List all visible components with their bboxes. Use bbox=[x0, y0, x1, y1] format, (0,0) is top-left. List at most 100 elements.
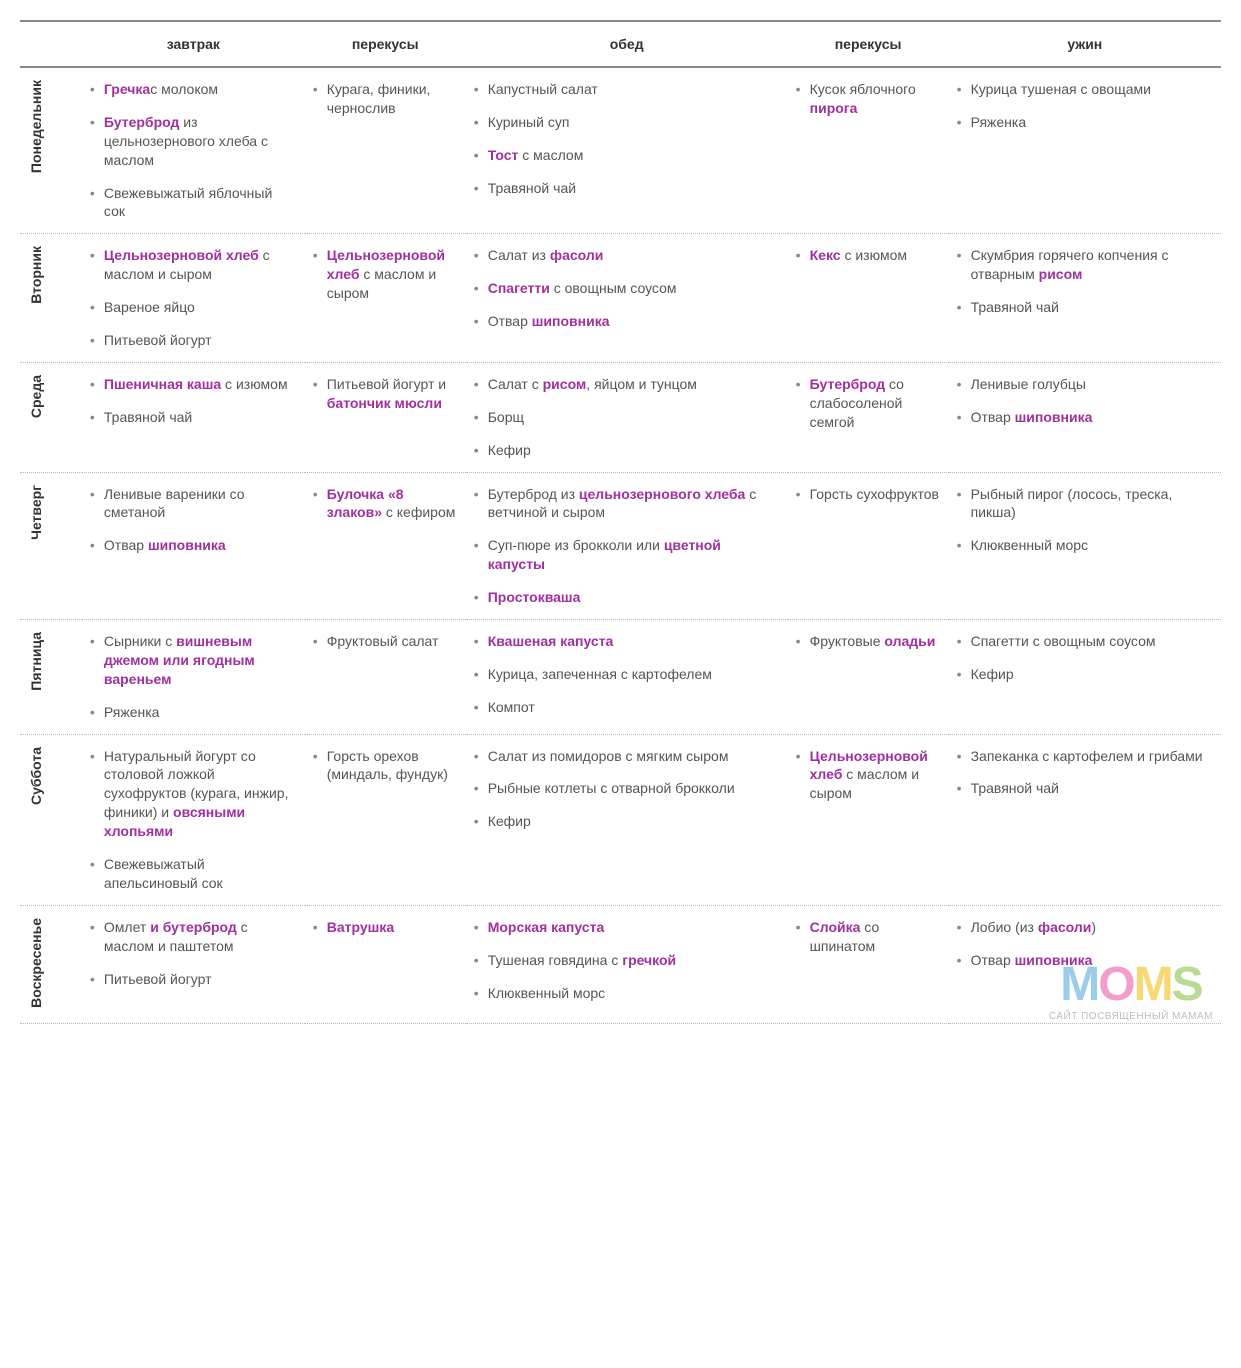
table-header: завтрак перекусы обед перекусы ужин bbox=[20, 21, 1221, 67]
meal-cell: Лобио (из фасоли)Отвар шиповника bbox=[949, 905, 1221, 1023]
food-item: Травяной чай bbox=[957, 779, 1213, 798]
food-list: Спагетти с овощным соусом Кефир bbox=[957, 632, 1213, 684]
table-row: ВторникЦельнозерновой хлеб с маслом и сы… bbox=[20, 234, 1221, 363]
food-list: Квашеная капустаКурица, запеченная с кар… bbox=[474, 632, 780, 717]
food-list: Омлет и бутерброд с маслом и паштетомПит… bbox=[90, 918, 297, 989]
food-item: Курица, запеченная с картофелем bbox=[474, 665, 780, 684]
highlight-text: гречкой bbox=[622, 952, 676, 968]
highlight-text: шиповника bbox=[148, 537, 226, 553]
highlight-text: цельнозернового хлеба bbox=[579, 486, 745, 502]
table-row: Воскресенье Омлет и бутерброд с маслом и … bbox=[20, 905, 1221, 1023]
food-list: Гречкас молокомБутерброд из цельнозернов… bbox=[90, 80, 297, 221]
day-name-cell: Понедельник bbox=[20, 67, 82, 234]
food-item: Тост с маслом bbox=[474, 146, 780, 165]
food-item: Салат с рисом, яйцом и тунцом bbox=[474, 375, 780, 394]
highlight-text: Спагетти bbox=[488, 280, 550, 296]
food-item: Лобио (из фасоли) bbox=[957, 918, 1213, 937]
header-col: ужин bbox=[949, 21, 1221, 67]
food-list: Морская капуста Тушеная говядина с гречко… bbox=[474, 918, 780, 1003]
food-item: Травяной чай bbox=[474, 179, 780, 198]
food-item: Кефир bbox=[957, 665, 1213, 684]
highlight-text: цветной капусты bbox=[488, 537, 721, 572]
highlight-text: шиповника bbox=[1015, 409, 1093, 425]
food-item: Свежевыжатый апельсиновый сок bbox=[90, 855, 297, 893]
food-list: Цельнозерновой хлеб с маслом и сыром bbox=[796, 747, 941, 804]
highlight-text: Пшеничная каша bbox=[104, 376, 221, 392]
food-item: Кусок яблочного пирога bbox=[796, 80, 941, 118]
highlight-text: Тост bbox=[488, 147, 519, 163]
food-list: Кусок яблочного пирога bbox=[796, 80, 941, 118]
food-list: Скумбрия горячего копчения с отварным ри… bbox=[957, 246, 1213, 317]
food-item: Простокваша bbox=[474, 588, 780, 607]
food-item: Борщ bbox=[474, 408, 780, 427]
food-item: Салат из помидоров с мягким сыром bbox=[474, 747, 780, 766]
highlight-text: шиповника bbox=[532, 313, 610, 329]
food-item: Клюквенный морс bbox=[474, 984, 780, 1003]
meal-cell: Запеканка с картофелем и грибамиТравяной… bbox=[949, 734, 1221, 905]
food-item: Бутерброд из цельнозернового хлеба с мас… bbox=[90, 113, 297, 170]
food-item: Салат из фасоли bbox=[474, 246, 780, 265]
food-item: Питьевой йогурт bbox=[90, 970, 297, 989]
meal-cell: Горсть сухофруктов bbox=[788, 472, 949, 619]
meal-cell: Кекс с изюмом bbox=[788, 234, 949, 363]
food-item: Вареное яйцо bbox=[90, 298, 297, 317]
meal-cell: Горсть орехов (миндаль, фундук) bbox=[305, 734, 466, 905]
food-item: Питьевой йогурт и батончик мюсли bbox=[313, 375, 458, 413]
meal-cell: Гречкас молокомБутерброд из цельнозернов… bbox=[82, 67, 305, 234]
food-item: Горсть сухофруктов bbox=[796, 485, 941, 504]
food-list: Салат из помидоров с мягким сыром Рыбные … bbox=[474, 747, 780, 832]
food-item: Ленивые вареники со сметаной bbox=[90, 485, 297, 523]
food-item: Спагетти с овощным соусом bbox=[474, 279, 780, 298]
day-name-cell: Пятница bbox=[20, 620, 82, 735]
food-item: Капустный салат bbox=[474, 80, 780, 99]
meal-cell: Цельнозерновой хлеб с маслом и сыром bbox=[788, 734, 949, 905]
food-item: Травяной чай bbox=[90, 408, 297, 427]
food-item: Кекс с изюмом bbox=[796, 246, 941, 265]
food-list: Салат из фасоли Спагетти с овощным соусом… bbox=[474, 246, 780, 331]
meal-cell: Омлет и бутерброд с маслом и паштетомПит… bbox=[82, 905, 305, 1023]
highlight-text: и бутерброд bbox=[150, 919, 237, 935]
food-item: Рыбный пирог (лосось, треска, пикша) bbox=[957, 485, 1213, 523]
table-row: СредаПшеничная каша с изюмомТравяной чай… bbox=[20, 362, 1221, 472]
food-item: Суп-пюре из брокколи или цветной капусты bbox=[474, 536, 780, 574]
food-item: Отвар шиповника bbox=[90, 536, 297, 555]
highlight-text: вишневым джемом или ягодным вареньем bbox=[104, 633, 255, 687]
highlight-text: Ватрушка bbox=[327, 919, 394, 935]
food-list: Ленивые голубцы Отвар шиповника bbox=[957, 375, 1213, 427]
meal-cell: Морская капуста Тушеная говядина с гречко… bbox=[466, 905, 788, 1023]
food-item: Цельнозерновой хлеб с маслом и сыром bbox=[796, 747, 941, 804]
header-col: обед bbox=[466, 21, 788, 67]
food-item: Кефир bbox=[474, 441, 780, 460]
food-item: Рыбные котлеты с отварной брокколи bbox=[474, 779, 780, 798]
meal-cell: Цельнозерновой хлеб с маслом и сыромВаре… bbox=[82, 234, 305, 363]
food-item: Ленивые голубцы bbox=[957, 375, 1213, 394]
food-list: Курица тушеная с овощамиРяженка bbox=[957, 80, 1213, 132]
header-col: перекусы bbox=[788, 21, 949, 67]
food-item: Свежевыжатый яблочный сок bbox=[90, 184, 297, 222]
food-item: Спагетти с овощным соусом bbox=[957, 632, 1213, 651]
food-list: Бутерброд со слабосоленой семгой bbox=[796, 375, 941, 432]
meal-cell: Булочка «8 злаков» с кефиром bbox=[305, 472, 466, 619]
food-list: Лобио (из фасоли)Отвар шиповника bbox=[957, 918, 1213, 970]
meal-cell: Бутерброд из цельнозернового хлеба с вет… bbox=[466, 472, 788, 619]
food-item: Тушеная говядина с гречкой bbox=[474, 951, 780, 970]
meal-cell: Слойка со шпинатом bbox=[788, 905, 949, 1023]
meal-cell: Кусок яблочного пирога bbox=[788, 67, 949, 234]
food-item: Сырники с вишневым джемом или ягодным ва… bbox=[90, 632, 297, 689]
food-list: Салат с рисом, яйцом и тунцом Борщ Кефир bbox=[474, 375, 780, 460]
meal-cell: Скумбрия горячего копчения с отварным ри… bbox=[949, 234, 1221, 363]
food-item: Отвар шиповника bbox=[957, 408, 1213, 427]
food-list: Горсть сухофруктов bbox=[796, 485, 941, 504]
food-item: Кефир bbox=[474, 812, 780, 831]
day-name-cell: Суббота bbox=[20, 734, 82, 905]
table-row: СубботаНатуральный йогурт со столовой ло… bbox=[20, 734, 1221, 905]
food-item: Натуральный йогурт со столовой ложкой су… bbox=[90, 747, 297, 841]
meal-cell: Спагетти с овощным соусом Кефир bbox=[949, 620, 1221, 735]
day-name-label: Понедельник bbox=[28, 80, 44, 173]
highlight-text: Морская капуста bbox=[488, 919, 605, 935]
food-list: Фруктовые оладьи bbox=[796, 632, 941, 651]
food-list: Питьевой йогурт и батончик мюсли bbox=[313, 375, 458, 413]
meal-cell: Квашеная капустаКурица, запеченная с кар… bbox=[466, 620, 788, 735]
day-name-label: Воскресенье bbox=[28, 918, 44, 1008]
food-list: Рыбный пирог (лосось, треска, пикша)Клюк… bbox=[957, 485, 1213, 556]
